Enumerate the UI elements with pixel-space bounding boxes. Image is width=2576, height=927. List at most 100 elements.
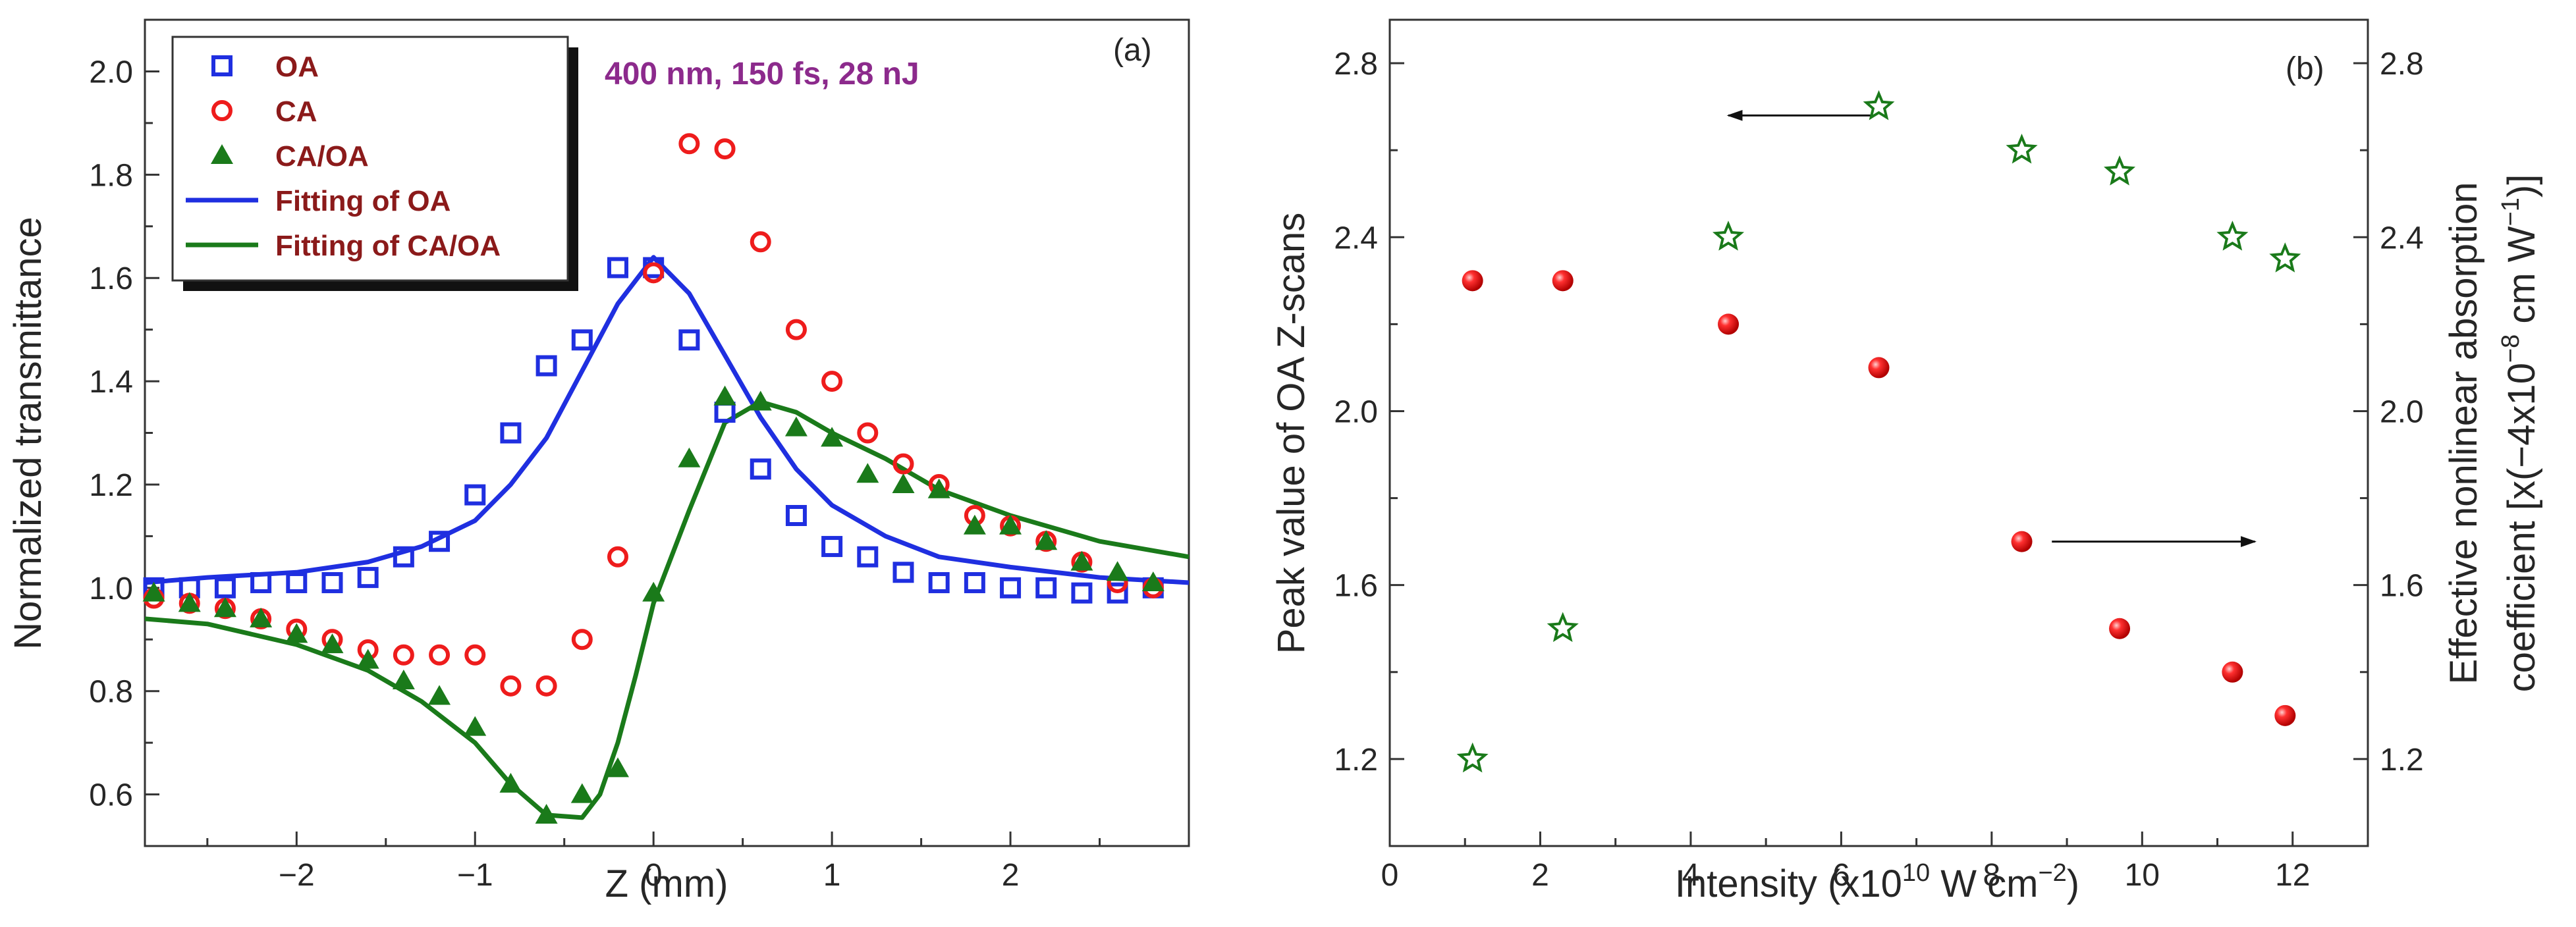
point-ca-oa bbox=[428, 685, 451, 705]
x-tick-label: 2 bbox=[1002, 858, 1020, 893]
point-ca bbox=[857, 422, 879, 444]
point-oa bbox=[1035, 577, 1057, 598]
point-oa bbox=[964, 571, 985, 593]
ylabel-right-sup2: −1 bbox=[2497, 198, 2525, 226]
y-tick-label: 1.6 bbox=[1334, 569, 1378, 604]
point-ca bbox=[429, 644, 451, 666]
point-oa bbox=[464, 484, 486, 506]
point-ca-oa bbox=[1070, 550, 1093, 571]
legend-label: Fitting of OA bbox=[275, 185, 451, 217]
point-ca bbox=[678, 133, 700, 155]
point-oa bbox=[500, 422, 522, 444]
point-oa bbox=[678, 329, 700, 351]
x-tick-label: −2 bbox=[279, 858, 315, 893]
point-oa bbox=[250, 571, 272, 593]
point-oa bbox=[785, 505, 807, 526]
x-tick-label: 6 bbox=[1832, 858, 1850, 893]
y-tick-label: 1.8 bbox=[89, 158, 133, 193]
panel-b-ylabel-right-line1: Effective nonlinear absorption bbox=[2442, 182, 2485, 684]
x-tick-label: 10 bbox=[2125, 858, 2160, 893]
ylabel-right-sup1: −8 bbox=[2497, 334, 2525, 363]
line-fitting-of-oa bbox=[144, 255, 1190, 585]
panel-b-ylabel-right-line2: coefficient [x(−4x10−8 cm W−1)] bbox=[2497, 174, 2543, 693]
x-tick-label: 4 bbox=[1682, 858, 1700, 893]
point-peak-value bbox=[1863, 90, 1895, 120]
point-ca-oa bbox=[464, 716, 487, 736]
x-tick-label: 0 bbox=[645, 858, 663, 893]
legend-label: OA bbox=[275, 51, 319, 83]
panel-a-xlabel: Z (mm) bbox=[605, 862, 728, 905]
xlabel-sup2: −2 bbox=[2038, 859, 2066, 887]
y-tick-label: 2.4 bbox=[1334, 221, 1378, 255]
x-tick-label: 0 bbox=[1381, 858, 1399, 893]
point-ca-oa bbox=[213, 597, 236, 618]
panel-b-ticks: 0 2 4 6 8 10 12 1.2 1.2 1.6 1.6 2.0 2.0 2.4 2.4 2.8 2.8 bbox=[1334, 47, 2423, 893]
y-right-tick-label: 1.6 bbox=[2380, 569, 2424, 604]
y-tick-label: 0.8 bbox=[89, 675, 133, 710]
point-peak-value bbox=[1713, 221, 1745, 251]
legend-swatch-marker bbox=[211, 144, 233, 164]
point-oa bbox=[535, 355, 557, 377]
point-peak-value bbox=[1456, 742, 1489, 773]
x-tick-label: −1 bbox=[457, 858, 493, 893]
panel-a-legend: OA CA CA/OA Fitting of OA Fitting of CA/OA bbox=[171, 36, 578, 291]
point-ca-oa bbox=[178, 592, 201, 612]
y-tick-label: 1.6 bbox=[89, 261, 133, 296]
point-absorption-coefficient bbox=[1718, 313, 1740, 335]
legend-box bbox=[171, 36, 569, 282]
panel-b-tag: (b) bbox=[2286, 51, 2324, 86]
point-peak-value bbox=[2269, 242, 2301, 273]
legend-label: CA bbox=[275, 95, 317, 128]
point-ca-oa bbox=[963, 514, 986, 535]
panel-b-frame bbox=[1388, 18, 2369, 847]
point-ca-oa bbox=[784, 416, 808, 437]
point-oa bbox=[286, 571, 308, 593]
point-oa bbox=[607, 257, 628, 278]
y-right-tick-label: 2.0 bbox=[2380, 394, 2424, 429]
point-oa bbox=[429, 531, 451, 552]
point-ca-oa bbox=[499, 772, 522, 793]
point-ca bbox=[643, 262, 665, 284]
panel-a: −2 −1 0 1 2 0.6 0.8 1.0 1.2 1.4 1.6 1.8 2.0 OA CA CA/O… bbox=[7, 18, 1190, 905]
point-oa bbox=[857, 546, 879, 568]
y-tick-label: 0.6 bbox=[89, 778, 133, 813]
point-peak-value bbox=[1547, 612, 1579, 643]
x-tick-label: 8 bbox=[1983, 858, 2000, 893]
panel-b-xlabel: Intensity (x1010 W cm−2) bbox=[1675, 859, 2079, 905]
point-ca bbox=[571, 629, 593, 650]
panel-a-ticks: −2 −1 0 1 2 0.6 0.8 1.0 1.2 1.4 1.6 1.8 2.0 bbox=[89, 55, 1101, 893]
legend-label: Fitting of CA/OA bbox=[275, 230, 501, 262]
condition-annotation: 400 nm, 150 fs, 28 nJ bbox=[605, 57, 919, 92]
point-ca-oa bbox=[821, 427, 844, 447]
ylabel-right-b: cm W bbox=[2500, 226, 2543, 334]
point-oa bbox=[214, 577, 236, 598]
panel-b-series bbox=[1456, 90, 2301, 773]
point-ca-oa bbox=[678, 447, 701, 467]
xlabel-part1: Intensity (x10 bbox=[1675, 862, 1902, 905]
point-ca bbox=[750, 231, 771, 253]
y-tick-label: 2.0 bbox=[89, 55, 133, 90]
point-ca-oa bbox=[142, 581, 165, 602]
xlabel-part2: W cm bbox=[1930, 862, 2038, 905]
point-absorption-coefficient bbox=[2222, 661, 2243, 683]
point-peak-value bbox=[2216, 221, 2249, 251]
legend-swatch-marker bbox=[211, 55, 233, 76]
point-ca-oa bbox=[892, 473, 915, 493]
point-ca-oa bbox=[999, 514, 1022, 535]
panel-b: 0 2 4 6 8 10 121.2 1.21.6 1.62.0 2.02.4 2.42.8 2.8 … bbox=[1270, 18, 2543, 905]
line-fitting-of-ca-oa bbox=[144, 399, 1190, 820]
point-ca bbox=[500, 675, 522, 697]
point-oa bbox=[393, 546, 414, 568]
y-right-tick-label: 1.2 bbox=[2380, 743, 2424, 778]
panel-a-tag: (a) bbox=[1113, 33, 1152, 68]
point-ca bbox=[821, 371, 843, 392]
panel-b-ylabel-left: Peak value of OA Z-scans bbox=[1270, 213, 1313, 654]
point-oa bbox=[892, 562, 914, 583]
point-ca-oa bbox=[1106, 561, 1129, 581]
point-oa bbox=[821, 536, 843, 558]
legend-items: OA CA CA/OA Fitting of OA Fitting of CA/OA bbox=[186, 51, 501, 262]
y-tick-label: 2.8 bbox=[1334, 47, 1378, 82]
point-ca bbox=[892, 453, 914, 475]
point-oa bbox=[1107, 582, 1128, 604]
